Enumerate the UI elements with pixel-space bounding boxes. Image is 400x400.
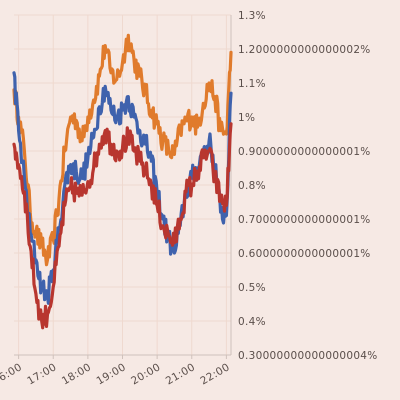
x-tick-label: 19:00 (94, 361, 128, 387)
y-tick-label: 0.9000000000000001% (238, 146, 371, 158)
series-line-1 (12, 33, 233, 267)
series-group (12, 33, 233, 330)
y-tick-label: 1.2000000000000002% (238, 44, 371, 56)
x-tick-label: 16:00 (0, 361, 24, 387)
y-tick-label: 0.30000000000000004% (238, 350, 378, 362)
y-tick-label: 1.3% (238, 10, 266, 22)
y-tick-label: 0.7000000000000001% (238, 214, 371, 226)
y-tick-label: 1% (238, 112, 255, 124)
x-tick-label: 18:00 (60, 361, 94, 387)
x-tick-label: 22:00 (198, 361, 232, 387)
y-tick-label: 0.6000000000000001% (238, 248, 371, 260)
x-tick-label: 20:00 (129, 361, 163, 387)
y-tick-label: 1.1% (238, 78, 266, 90)
tick-labels: 0.30000000000000004% 0.4% 0.5% 0.6000000000… (0, 10, 378, 387)
x-tick-label: 17:00 (25, 361, 59, 387)
series-line-3 (12, 122, 233, 330)
y-tick-label: 0.5% (238, 282, 266, 294)
x-tick-label: 21:00 (164, 361, 198, 387)
y-tick-label: 0.8% (238, 180, 266, 192)
y-tick-label: 0.4% (238, 316, 266, 328)
